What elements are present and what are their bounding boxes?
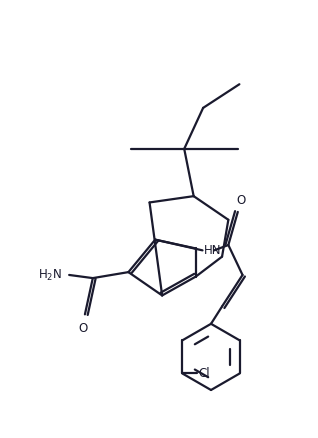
Text: H$_2$N: H$_2$N [38,268,62,283]
Text: O: O [79,322,88,335]
Text: HN: HN [204,244,221,257]
Text: O: O [236,194,245,207]
Text: Cl: Cl [199,367,211,380]
